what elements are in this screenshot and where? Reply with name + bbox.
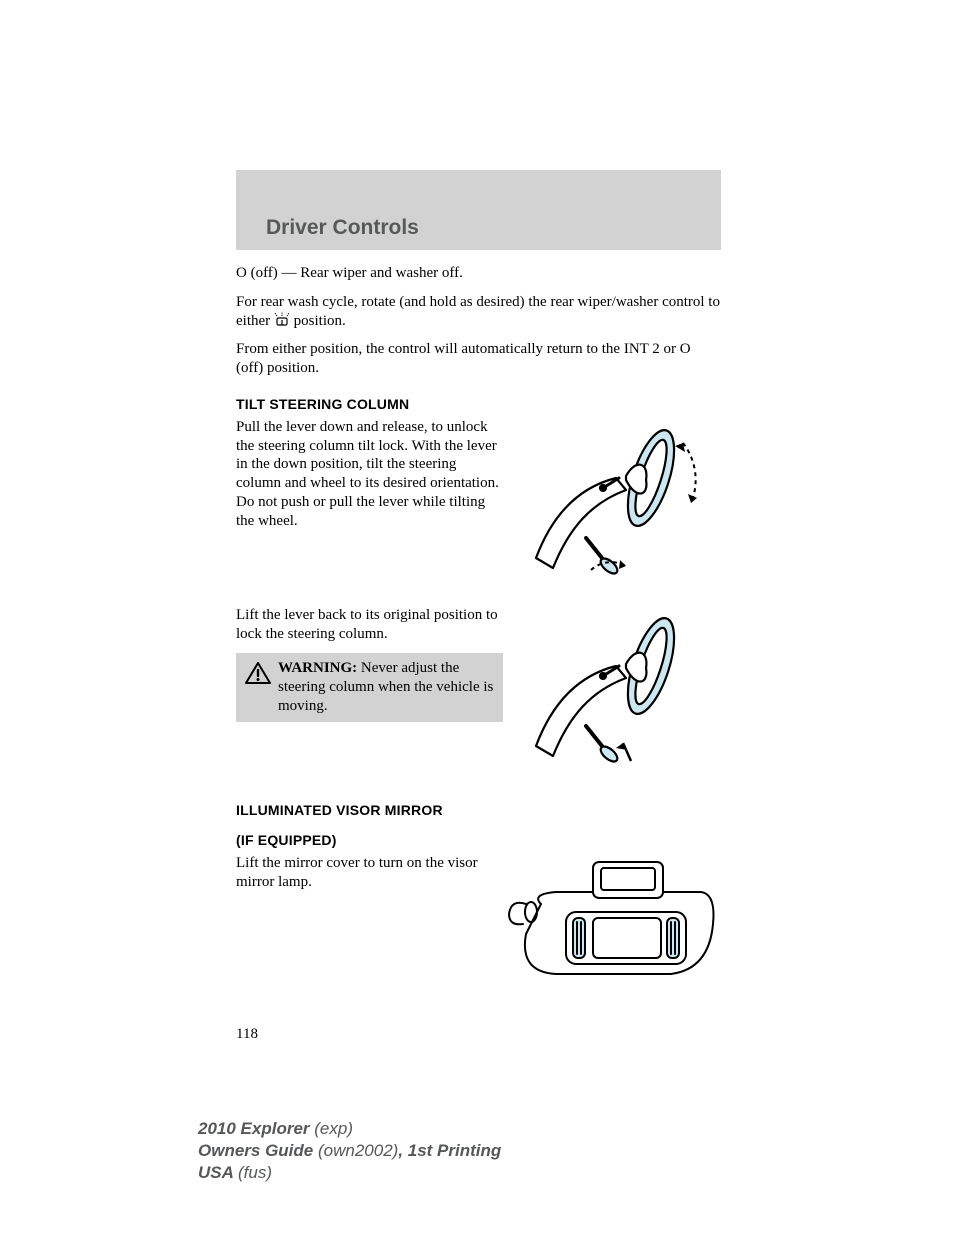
- warning-text: WARNING: Never adjust the steering colum…: [278, 659, 495, 715]
- footer-model-code: (exp): [314, 1119, 353, 1138]
- figure-visor-mirror: [501, 854, 721, 984]
- washer-icon: [274, 312, 290, 328]
- footer-region: USA: [198, 1163, 238, 1182]
- footer-line-3: USA (fus): [198, 1162, 501, 1184]
- page-number: 118: [236, 1026, 721, 1043]
- paragraph-off: O (off) — Rear wiper and washer off.: [236, 264, 721, 283]
- footer-printing: , 1st Printing: [398, 1141, 501, 1160]
- tilt-paragraph-2: Lift the lever back to its original posi…: [236, 606, 503, 644]
- paragraph-wash-cycle-b: position.: [294, 313, 346, 329]
- tilt-block-1: Pull the lever down and release, to unlo…: [236, 418, 721, 588]
- heading-tilt-steering: TILT STEERING COLUMN: [236, 396, 721, 412]
- tilt-paragraph-1: Pull the lever down and release, to unlo…: [236, 418, 503, 531]
- warning-box: WARNING: Never adjust the steering colum…: [236, 653, 503, 721]
- section-header-bar: Driver Controls: [236, 170, 721, 250]
- figure-steering-tilt-down: [521, 418, 721, 588]
- footer-model: 2010 Explorer: [198, 1119, 314, 1138]
- heading-visor-mirror: ILLUMINATED VISOR MIRROR: [236, 802, 721, 818]
- footer-guide-code: (own2002): [318, 1141, 398, 1160]
- tilt-block-2: Lift the lever back to its original posi…: [236, 606, 721, 776]
- warning-label: WARNING:: [278, 660, 357, 676]
- warning-triangle-icon: [244, 661, 272, 690]
- section-title: Driver Controls: [266, 216, 419, 240]
- footer-guide: Owners Guide: [198, 1141, 318, 1160]
- figure-steering-tilt-up: [521, 606, 721, 776]
- visor-block: Lift the mirror cover to turn on the vis…: [236, 854, 721, 984]
- paragraph-return: From either position, the control will a…: [236, 340, 721, 378]
- paragraph-wash-cycle: For rear wash cycle, rotate (and hold as…: [236, 293, 721, 331]
- visor-paragraph: Lift the mirror cover to turn on the vis…: [236, 854, 483, 892]
- page-content: Driver Controls O (off) — Rear wiper and…: [236, 170, 721, 1043]
- footer: 2010 Explorer (exp) Owners Guide (own200…: [198, 1118, 501, 1184]
- footer-line-2: Owners Guide (own2002), 1st Printing: [198, 1140, 501, 1162]
- subheading-if-equipped: (IF EQUIPPED): [236, 832, 721, 848]
- footer-region-code: (fus): [238, 1163, 272, 1182]
- footer-line-1: 2010 Explorer (exp): [198, 1118, 501, 1140]
